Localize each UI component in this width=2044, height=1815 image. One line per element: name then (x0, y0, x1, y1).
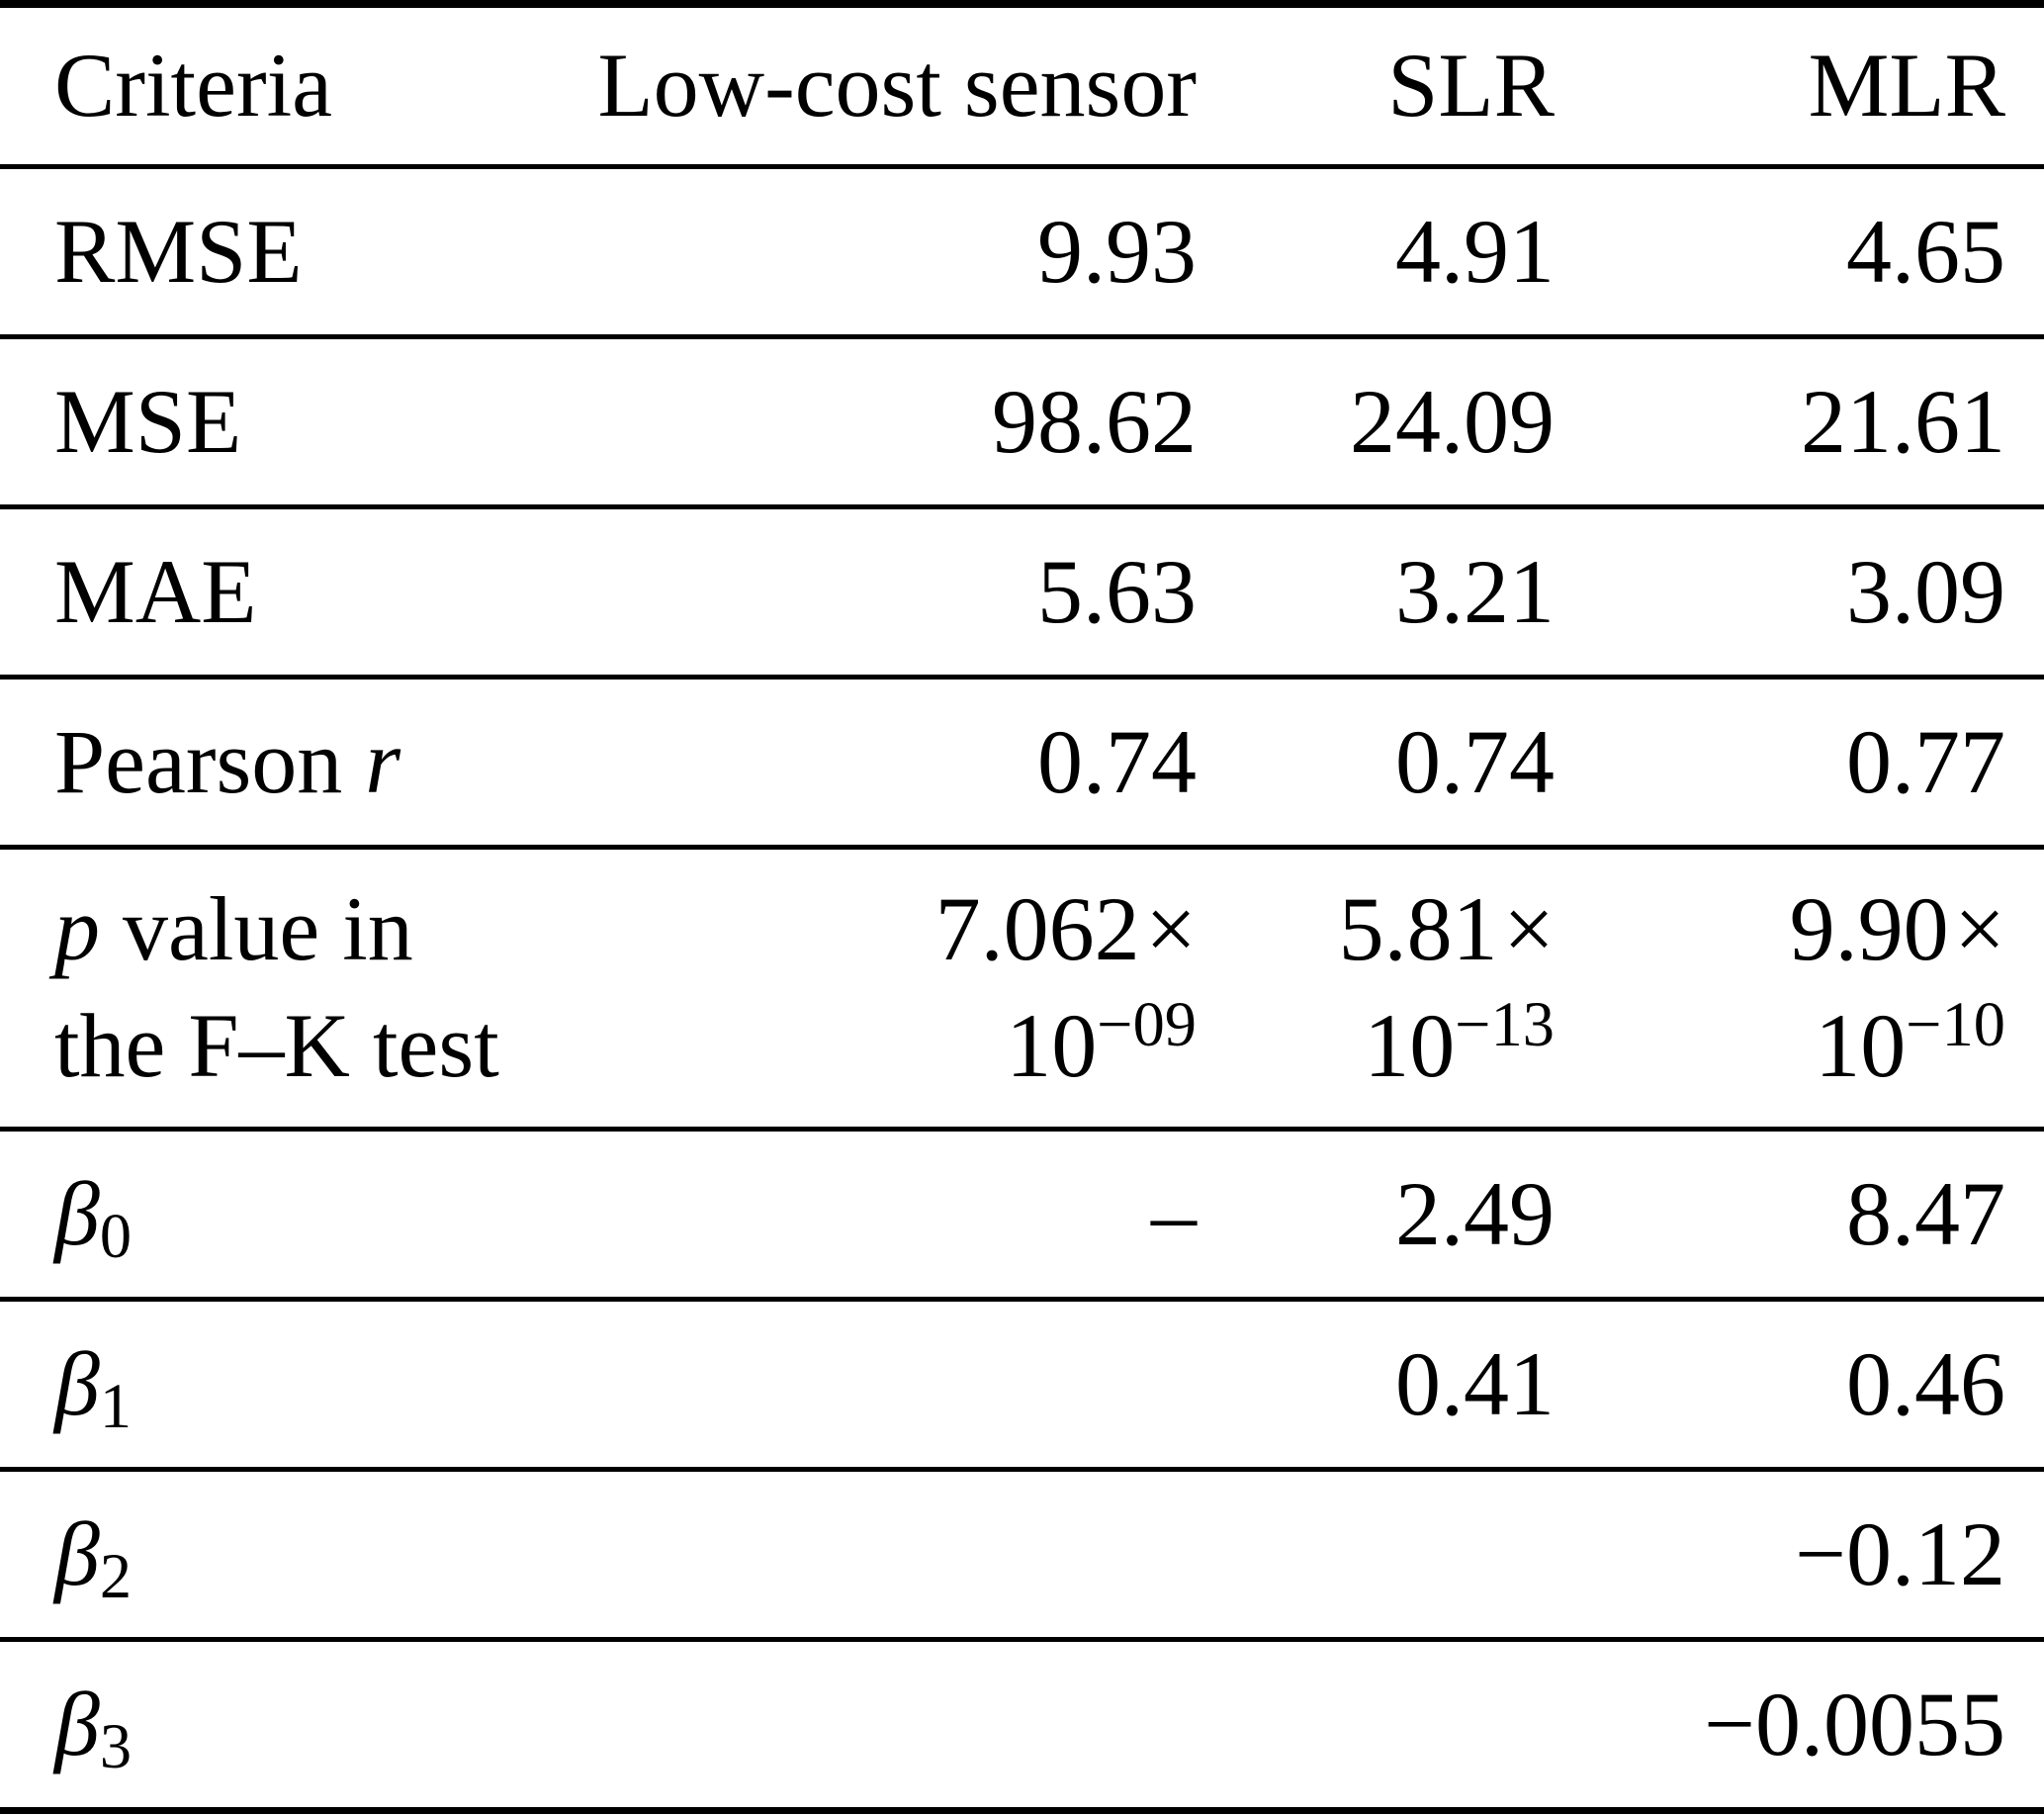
beta-subscript: 3 (99, 1710, 133, 1781)
row-label-mae: MAE (0, 504, 554, 678)
cell-mse-slr: 24.09 (1235, 334, 1593, 507)
column-header-low-cost-sensor: Low-cost sensor (597, 35, 1197, 136)
cell-mae-low-cost-sensor: 5.63 (554, 504, 1235, 678)
table-row-beta3: β3 −0.0055 (0, 1637, 2044, 1811)
column-header-mlr: MLR (1808, 35, 2005, 136)
cell-beta1-low-cost-sensor (554, 1297, 1235, 1470)
beta-symbol: β (54, 1673, 100, 1774)
cell-pvalue-slr: 5.81× 10−13 (1235, 845, 1593, 1130)
row-label-beta1: β1 (0, 1297, 554, 1470)
cell-pvalue-mlr: 9.90× 10−10 (1593, 845, 2044, 1130)
beta-symbol: β (54, 1332, 100, 1434)
header-row: Criteria Low-cost sensor SLR MLR (0, 4, 2044, 167)
cell-mse-low-cost-sensor: 98.62 (554, 334, 1235, 507)
table-row-beta0: β0 – 2.49 8.47 (0, 1127, 2044, 1300)
row-label-beta0: β0 (0, 1127, 554, 1300)
row-label-rmse: RMSE (0, 164, 554, 337)
table-row-mse: MSE 98.62 24.09 21.61 (0, 334, 2044, 507)
column-header-slr: SLR (1387, 35, 1555, 136)
beta-symbol: β (54, 1502, 100, 1604)
beta-subscript: 0 (99, 1200, 133, 1271)
cell-beta2-low-cost-sensor (554, 1467, 1235, 1640)
cell-mse-mlr: 21.61 (1593, 334, 2044, 507)
table-row-mae: MAE 5.63 3.21 3.09 (0, 504, 2044, 678)
cell-beta2-slr (1235, 1467, 1593, 1640)
row-label-p-value-fk-test: p value in the F–K test (0, 845, 554, 1130)
cell-beta3-mlr: −0.0055 (1593, 1637, 2044, 1811)
row-label-mse: MSE (0, 334, 554, 507)
table-row-rmse: RMSE 9.93 4.91 4.65 (0, 164, 2044, 337)
cell-pearson-mlr: 0.77 (1593, 675, 2044, 848)
exponent: −09 (1097, 989, 1197, 1060)
row-label-pearson-r: Pearson r (0, 675, 554, 848)
cell-beta1-mlr: 0.46 (1593, 1297, 2044, 1470)
exponent: −10 (1906, 989, 2005, 1060)
cell-beta3-slr (1235, 1637, 1593, 1811)
cell-pearson-slr: 0.74 (1235, 675, 1593, 848)
table-row-beta1: β1 0.41 0.46 (0, 1297, 2044, 1470)
table-row-pearson-r: Pearson r 0.74 0.74 0.77 (0, 675, 2044, 848)
cell-beta3-low-cost-sensor (554, 1637, 1235, 1811)
multiplication-sign: × (1954, 878, 2005, 980)
multiplication-sign: × (1145, 878, 1197, 980)
row-label-beta3: β3 (0, 1637, 554, 1811)
cell-pearson-low-cost-sensor: 0.74 (554, 675, 1235, 848)
p-symbol: p (54, 878, 100, 980)
row-label-beta2: β2 (0, 1467, 554, 1640)
column-header-criteria: Criteria (54, 35, 332, 136)
cell-rmse-mlr: 4.65 (1593, 164, 2044, 337)
beta-symbol: β (54, 1162, 100, 1264)
beta-subscript: 2 (99, 1540, 133, 1611)
cell-beta0-mlr: 8.47 (1593, 1127, 2044, 1300)
beta-subscript: 1 (99, 1370, 133, 1441)
cell-mae-mlr: 3.09 (1593, 504, 2044, 678)
table-row-beta2: β2 −0.12 (0, 1467, 2044, 1640)
cell-beta0-slr: 2.49 (1235, 1127, 1593, 1300)
cell-rmse-slr: 4.91 (1235, 164, 1593, 337)
cell-beta0-low-cost-sensor: – (554, 1127, 1235, 1300)
multiplication-sign: × (1503, 878, 1555, 980)
exponent: −13 (1455, 989, 1555, 1060)
cell-pvalue-low-cost-sensor: 7.062× 10−09 (554, 845, 1235, 1130)
cell-beta1-slr: 0.41 (1235, 1297, 1593, 1470)
cell-rmse-low-cost-sensor: 9.93 (554, 164, 1235, 337)
cell-beta2-mlr: −0.12 (1593, 1467, 2044, 1640)
cell-mae-slr: 3.21 (1235, 504, 1593, 678)
table-header: Criteria Low-cost sensor SLR MLR (0, 4, 2044, 167)
pearson-r-symbol: r (365, 710, 401, 812)
table-row-p-value-fk-test: p value in the F–K test 7.062× 10−09 5.8… (0, 845, 2044, 1130)
